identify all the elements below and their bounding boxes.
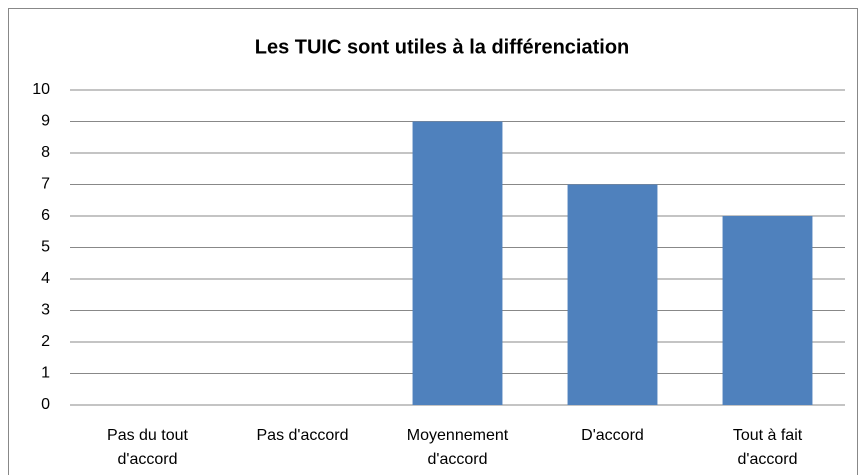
y-tick-label: 1: [41, 365, 50, 382]
y-tick-label: 7: [41, 176, 50, 193]
y-tick-label: 3: [41, 302, 50, 319]
x-tick-label: Pas du tout d'accord: [107, 427, 188, 468]
y-tick-label: 10: [32, 81, 50, 98]
bar: [412, 121, 503, 405]
x-tick-label: Tout à fait d'accord: [732, 427, 803, 468]
y-tick-label: 0: [41, 396, 50, 413]
y-tick-label: 4: [41, 270, 50, 287]
y-tick-label: 8: [41, 144, 50, 161]
y-tick-label: 9: [41, 113, 50, 130]
bar: [722, 216, 813, 405]
chart-title: Les TUIC sont utiles à la différenciatio…: [255, 36, 630, 58]
x-tick-label: D'accord: [581, 427, 644, 444]
y-tick-label: 5: [41, 239, 50, 256]
x-tick-label: Moyennement d'accord: [406, 427, 509, 468]
bar: [567, 184, 658, 405]
x-tick-label: Pas d'accord: [256, 427, 349, 444]
y-tick-label: 2: [41, 333, 50, 350]
y-tick-label: 6: [41, 207, 50, 224]
